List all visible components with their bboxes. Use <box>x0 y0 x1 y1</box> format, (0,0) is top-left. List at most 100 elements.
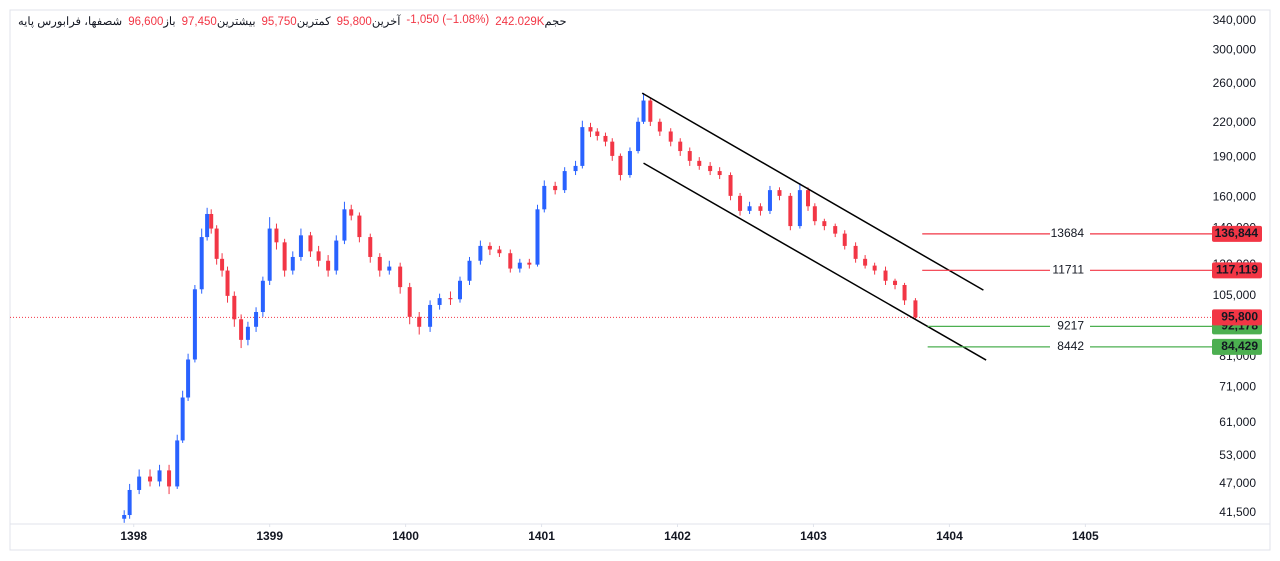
candle-body <box>122 515 127 519</box>
candle-body <box>232 295 237 320</box>
level-label: 13684 <box>1051 226 1085 240</box>
trend-line <box>643 162 987 361</box>
candle-body <box>872 265 877 271</box>
legend-value: 95,800 <box>336 16 372 28</box>
legend-item: -1,050 (−1.08%) <box>406 14 489 28</box>
candle-body <box>517 262 522 269</box>
candle-body <box>417 316 422 327</box>
candle-body <box>214 228 219 259</box>
candle-body <box>260 280 265 313</box>
candle-body <box>225 270 230 296</box>
candle-body <box>833 226 838 234</box>
candle-body <box>478 245 483 261</box>
y-tick-label: 220,000 <box>1213 115 1257 129</box>
candle-body <box>487 245 492 250</box>
legend-value: -1,050 (−1.08%) <box>406 14 490 26</box>
level-label: 11711 <box>1052 262 1084 276</box>
price-box <box>1212 309 1262 326</box>
candle-body <box>326 260 331 271</box>
candle-body <box>863 258 868 266</box>
candle-body <box>448 298 453 300</box>
y-tick-label: 105,000 <box>1213 288 1257 302</box>
chart-frame <box>9 9 1271 551</box>
candle-body <box>167 470 172 487</box>
candle-body <box>758 206 763 211</box>
candle-body <box>603 135 608 142</box>
candle-body <box>738 195 743 211</box>
candle-body <box>668 131 673 142</box>
level-label-bg <box>1050 339 1090 354</box>
price-box <box>1212 262 1262 279</box>
x-tick-label: 1399 <box>256 529 283 543</box>
candle-body <box>542 185 547 210</box>
candle-body <box>267 228 272 281</box>
candle-body <box>562 171 567 191</box>
candle-body <box>580 127 585 166</box>
legend-label: کمترین <box>296 16 331 28</box>
candle-body <box>588 127 593 132</box>
candle-body <box>497 249 502 254</box>
y-tick-label: 61,000 <box>1219 415 1256 429</box>
candle-body <box>467 260 472 281</box>
candle-body <box>728 175 733 196</box>
y-tick-label: 190,000 <box>1213 149 1257 163</box>
y-tick-label: 340,000 <box>1213 13 1257 27</box>
legend-label: بیشترین <box>216 16 256 28</box>
legend-value: 96,600 <box>128 16 164 28</box>
candle-body <box>797 190 802 227</box>
candle-body <box>205 213 210 238</box>
candle-body <box>368 237 373 257</box>
legend-label: آخرین <box>371 16 401 28</box>
x-tick-label: 1404 <box>936 529 963 543</box>
candle-body <box>508 253 513 269</box>
candle-body <box>842 233 847 246</box>
candle-body <box>245 326 250 340</box>
candle-body <box>239 319 244 340</box>
y-tick-label: 260,000 <box>1213 76 1257 90</box>
x-tick-label: 1402 <box>664 529 691 543</box>
candle-body <box>853 245 858 259</box>
candle-body <box>137 476 142 490</box>
x-tick-label: 1405 <box>1072 529 1099 543</box>
candle-body <box>893 280 898 285</box>
candle-body <box>199 237 204 290</box>
price-box-label: 84,429 <box>1221 339 1258 353</box>
candle-body <box>767 190 772 211</box>
candle-body <box>298 235 303 257</box>
legend-item: 95,750کمترین <box>262 14 331 28</box>
candle-body <box>618 155 623 176</box>
candle-body <box>457 280 462 300</box>
candle-body <box>186 359 191 398</box>
price-box-label: 95,800 <box>1221 309 1258 323</box>
candle-body <box>747 206 752 211</box>
candle-body <box>687 151 692 161</box>
y-tick-label: 300,000 <box>1213 42 1257 56</box>
candle-body <box>308 235 313 252</box>
candle-body <box>697 160 702 166</box>
candle-body <box>883 270 888 281</box>
candle-body <box>175 440 180 487</box>
candle-body <box>209 213 214 229</box>
candle-body <box>437 298 442 305</box>
candle-body <box>334 240 339 271</box>
level-label-bg <box>1050 263 1090 278</box>
candle-body <box>398 266 403 288</box>
candle-body <box>407 287 412 317</box>
price-box <box>1212 225 1262 242</box>
candle-body <box>127 489 132 516</box>
y-tick-label: 71,000 <box>1219 380 1256 394</box>
candle-body <box>254 312 259 327</box>
candle-body <box>913 300 918 318</box>
y-tick-label: 160,000 <box>1213 189 1257 203</box>
candle-body <box>220 258 225 271</box>
ohlc-legend: شصفها، فرابورس پایه 96,600باز 97,450بیشتری… <box>18 14 567 28</box>
candle-body <box>708 165 713 172</box>
price-box <box>1212 338 1262 355</box>
candle-body <box>387 266 392 271</box>
candle-body <box>806 190 811 207</box>
candle-body <box>357 215 362 238</box>
candle-body <box>641 100 646 122</box>
candle-body <box>274 228 279 243</box>
candle-body <box>282 242 287 271</box>
